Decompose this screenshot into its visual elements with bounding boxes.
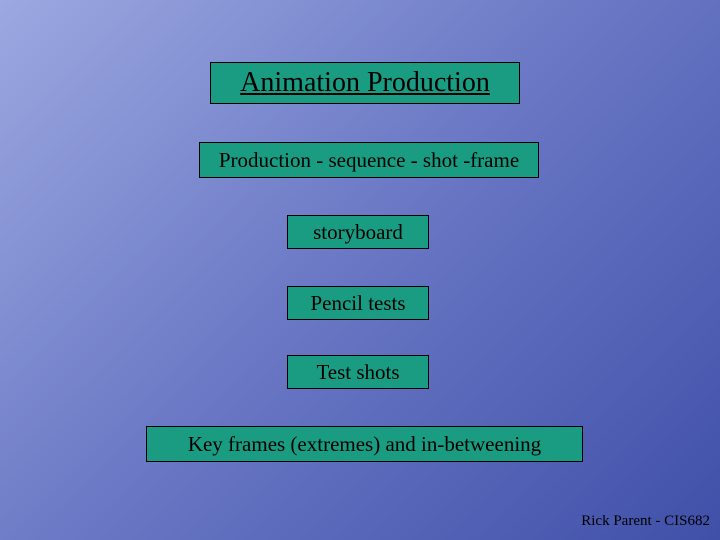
content-box-2: storyboard bbox=[287, 215, 429, 249]
content-box-4: Test shots bbox=[287, 355, 429, 389]
content-box-1: Production - sequence - shot -frame bbox=[199, 142, 539, 178]
title-box: Animation Production bbox=[210, 62, 520, 104]
footer-text: Rick Parent - CIS682 bbox=[581, 513, 710, 530]
box-1-text: Production - sequence - shot -frame bbox=[219, 148, 519, 173]
box-5-text: Key frames (extremes) and in-betweening bbox=[188, 432, 541, 457]
box-4-text: Test shots bbox=[316, 360, 399, 385]
box-3-text: Pencil tests bbox=[310, 291, 405, 316]
content-box-5: Key frames (extremes) and in-betweening bbox=[146, 426, 583, 462]
content-box-3: Pencil tests bbox=[287, 286, 429, 320]
box-2-text: storyboard bbox=[313, 220, 403, 245]
slide-title: Animation Production bbox=[240, 67, 490, 99]
